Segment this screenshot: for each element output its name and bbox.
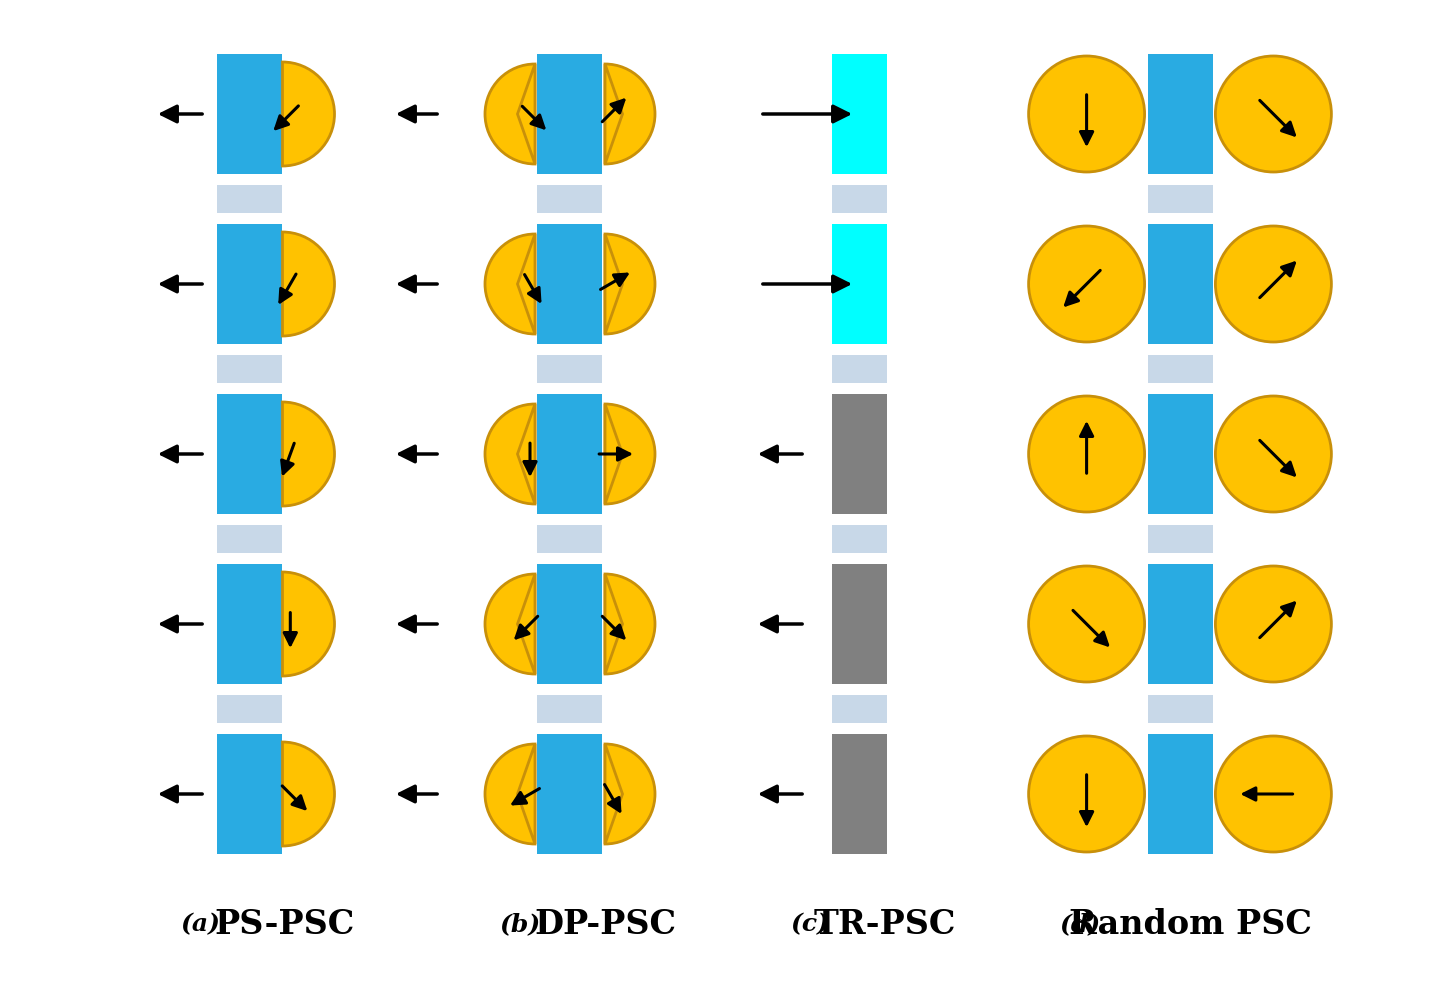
Bar: [833, 525, 888, 553]
Polygon shape: [605, 744, 622, 844]
Polygon shape: [605, 64, 622, 164]
Bar: [218, 394, 283, 514]
Circle shape: [1216, 56, 1331, 172]
Wedge shape: [485, 744, 534, 844]
Bar: [1148, 185, 1213, 213]
Text: DP-PSC: DP-PSC: [534, 908, 676, 940]
Wedge shape: [283, 232, 335, 336]
Bar: [218, 695, 283, 723]
Text: (d): (d): [1060, 912, 1100, 936]
Circle shape: [1028, 566, 1145, 682]
Polygon shape: [517, 574, 534, 674]
Text: (b): (b): [500, 912, 540, 936]
Bar: [833, 185, 888, 213]
Polygon shape: [605, 574, 622, 674]
Bar: [833, 394, 888, 514]
Wedge shape: [605, 64, 656, 164]
Polygon shape: [517, 64, 534, 164]
Bar: [1148, 564, 1213, 684]
Wedge shape: [485, 574, 534, 674]
Bar: [218, 355, 283, 383]
Bar: [537, 185, 602, 213]
Polygon shape: [517, 234, 534, 334]
Wedge shape: [283, 62, 335, 166]
Wedge shape: [283, 572, 335, 676]
Bar: [537, 355, 602, 383]
Bar: [218, 734, 283, 854]
Wedge shape: [605, 574, 656, 674]
Bar: [1148, 695, 1213, 723]
Circle shape: [1028, 736, 1145, 852]
Bar: [1148, 394, 1213, 514]
Bar: [218, 224, 283, 344]
Bar: [833, 695, 888, 723]
Bar: [537, 394, 602, 514]
Bar: [1148, 734, 1213, 854]
Wedge shape: [605, 744, 656, 844]
Bar: [537, 734, 602, 854]
Bar: [833, 224, 888, 344]
Bar: [1148, 525, 1213, 553]
Polygon shape: [517, 404, 534, 504]
Circle shape: [1028, 226, 1145, 342]
Bar: [1148, 54, 1213, 174]
Bar: [833, 734, 888, 854]
Circle shape: [1028, 56, 1145, 172]
Text: (c): (c): [790, 912, 829, 936]
Wedge shape: [485, 64, 534, 164]
Text: PS-PSC: PS-PSC: [215, 908, 355, 940]
Wedge shape: [485, 234, 534, 334]
Bar: [537, 54, 602, 174]
Bar: [833, 564, 888, 684]
Bar: [833, 355, 888, 383]
Polygon shape: [605, 404, 622, 504]
Bar: [218, 54, 283, 174]
Text: TR-PSC: TR-PSC: [814, 908, 956, 940]
Circle shape: [1216, 226, 1331, 342]
Wedge shape: [283, 742, 335, 846]
Text: (a): (a): [180, 912, 219, 936]
Bar: [218, 185, 283, 213]
Circle shape: [1028, 396, 1145, 512]
Bar: [218, 564, 283, 684]
Wedge shape: [485, 404, 534, 504]
Polygon shape: [605, 234, 622, 334]
Wedge shape: [283, 402, 335, 506]
Text: Random PSC: Random PSC: [1069, 908, 1311, 940]
Bar: [1148, 224, 1213, 344]
Bar: [537, 224, 602, 344]
Bar: [537, 564, 602, 684]
Circle shape: [1216, 736, 1331, 852]
Bar: [1148, 355, 1213, 383]
Circle shape: [1216, 566, 1331, 682]
Wedge shape: [605, 404, 656, 504]
Bar: [833, 54, 888, 174]
Wedge shape: [605, 234, 656, 334]
Polygon shape: [517, 744, 534, 844]
Circle shape: [1216, 396, 1331, 512]
Bar: [537, 695, 602, 723]
Bar: [218, 525, 283, 553]
Bar: [537, 525, 602, 553]
